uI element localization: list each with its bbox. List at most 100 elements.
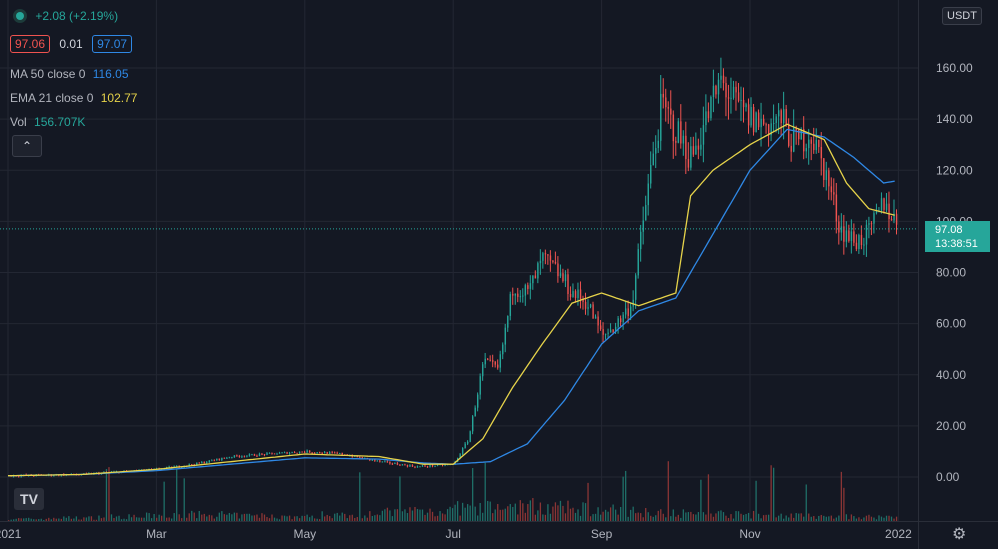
candle-body	[737, 92, 740, 101]
volume-bar	[775, 517, 777, 521]
ask-box[interactable]: 97.07	[92, 35, 133, 53]
volume-bar	[507, 506, 509, 521]
volume-bar	[303, 515, 306, 521]
candle-body	[720, 75, 722, 80]
candle-body	[426, 466, 429, 468]
volume-bar	[301, 515, 303, 521]
tradingview-logo[interactable]: TV	[14, 488, 44, 510]
candle-body	[431, 465, 434, 467]
candle-body	[597, 316, 599, 326]
candle-body	[880, 198, 883, 211]
volume-bar	[509, 504, 511, 521]
volume-bar	[582, 502, 584, 521]
settings-gear-icon[interactable]: ⚙	[952, 526, 967, 543]
volume-bar	[223, 514, 226, 521]
ma50-line	[8, 128, 895, 477]
candle-body	[253, 454, 256, 456]
volume-bar	[226, 514, 228, 521]
vol-legend[interactable]: Vol 156.707K	[10, 115, 85, 129]
x-tick-label: May	[293, 527, 316, 541]
collapse-legend-button[interactable]: ⌃	[12, 135, 42, 157]
candle-body	[619, 318, 622, 323]
volume-bar	[70, 518, 73, 521]
volume-bar	[875, 519, 878, 521]
candle-body	[685, 135, 687, 160]
candle-body	[494, 361, 496, 365]
ma-legend[interactable]: MA 50 close 0 116.05	[10, 67, 129, 81]
candle-body	[757, 112, 760, 128]
candle-body	[181, 467, 183, 469]
candle-body	[223, 457, 226, 459]
volume-bar	[785, 515, 787, 521]
volume-bar	[783, 518, 785, 521]
volume-bar	[8, 520, 10, 521]
volume-bar	[823, 515, 825, 521]
candle-body	[524, 285, 527, 296]
volume-bar	[885, 515, 888, 521]
volume-bar	[118, 515, 120, 521]
candle-body	[228, 457, 231, 459]
candle-body	[261, 453, 263, 455]
candle-body	[793, 127, 795, 152]
x-tick-label: Sep	[591, 527, 613, 541]
candle-body	[790, 145, 792, 152]
volume-bar	[238, 518, 241, 521]
candle-body	[775, 116, 777, 123]
candle-body	[599, 325, 602, 330]
currency-badge[interactable]: USDT	[942, 7, 982, 25]
candle-body	[419, 466, 421, 468]
candle-body	[840, 226, 843, 233]
candle-body	[803, 129, 805, 152]
candle-body	[838, 221, 840, 233]
candles	[8, 57, 898, 478]
candle-body	[474, 407, 476, 417]
volume-bar	[712, 516, 715, 521]
candle-body	[198, 462, 201, 464]
volume-bar	[577, 509, 579, 521]
ema-legend[interactable]: EMA 21 close 0 102.77	[10, 91, 137, 105]
candle-body	[492, 360, 494, 362]
candle-body	[652, 153, 654, 166]
volume-bar	[389, 510, 391, 521]
candle-body	[625, 308, 627, 315]
candle-body	[637, 249, 639, 276]
y-tick-label: 140.00	[936, 112, 973, 126]
volume-bar	[883, 517, 885, 521]
candle-body	[316, 452, 318, 454]
candle-body	[334, 452, 336, 454]
volume-bar	[283, 515, 286, 521]
candle-body	[848, 230, 850, 241]
candle-body	[283, 452, 286, 454]
candle-body	[692, 146, 695, 155]
candle-body	[238, 456, 241, 458]
candle-body	[487, 358, 489, 360]
candle-body	[166, 467, 168, 469]
candle-body	[512, 294, 514, 296]
volume-bar	[697, 512, 700, 521]
volume-bar	[248, 513, 251, 521]
candle-body	[539, 260, 542, 264]
last-price-tag: 97.08 13:38:51	[925, 221, 990, 252]
candle-body	[293, 452, 296, 454]
volume-bar	[30, 518, 32, 521]
volume-bar	[574, 512, 577, 521]
volume-bar	[803, 516, 805, 521]
candle-body	[291, 452, 293, 454]
volume-bar	[416, 509, 419, 521]
volume-bar	[173, 513, 175, 521]
bid-box[interactable]: 97.06	[10, 35, 51, 53]
candle-body	[276, 453, 278, 455]
candle-body	[888, 203, 890, 219]
volume-bar	[755, 480, 757, 521]
volume-bar	[843, 487, 845, 521]
candle-body	[489, 359, 491, 361]
candle-body	[409, 465, 411, 467]
volume-bar	[778, 515, 780, 521]
candle-body	[386, 461, 389, 463]
volume-bar	[90, 516, 93, 521]
candle-body	[645, 205, 647, 221]
volume-bar	[707, 474, 710, 521]
volume-bar	[870, 516, 873, 521]
candle-body	[288, 452, 291, 454]
